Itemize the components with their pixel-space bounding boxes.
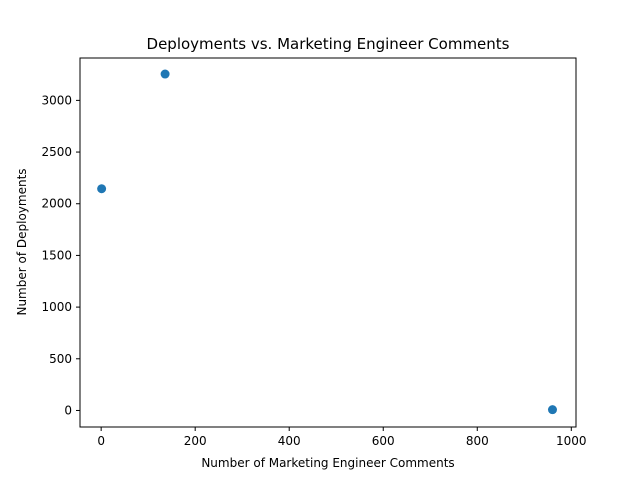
x-axis: 0 200 400 600 800 1000 bbox=[97, 427, 587, 448]
plot-area-frame bbox=[79, 57, 577, 428]
chart-title: Deployments vs. Marketing Engineer Comme… bbox=[147, 35, 510, 53]
data-point bbox=[160, 69, 170, 79]
y-tick-label: 1000 bbox=[41, 300, 72, 314]
data-points bbox=[97, 69, 557, 415]
y-tick-label: 3000 bbox=[41, 93, 72, 107]
x-tick-label: 200 bbox=[184, 434, 207, 448]
x-axis-title: Number of Marketing Engineer Comments bbox=[201, 456, 454, 470]
x-tick-label: 600 bbox=[372, 434, 395, 448]
data-point bbox=[97, 184, 107, 194]
y-tick-label: 1500 bbox=[41, 248, 72, 262]
y-axis-title: Number of Deployments bbox=[15, 168, 29, 315]
x-tick-label: 400 bbox=[278, 434, 301, 448]
y-tick-label: 2000 bbox=[41, 197, 72, 211]
x-tick-label: 1000 bbox=[556, 434, 587, 448]
x-tick-label: 0 bbox=[97, 434, 105, 448]
x-tick-label: 800 bbox=[466, 434, 489, 448]
data-point bbox=[547, 405, 557, 415]
y-tick-label: 0 bbox=[64, 403, 72, 417]
y-tick-label: 500 bbox=[49, 352, 72, 366]
y-axis: 0 500 1000 1500 2000 2500 3000 bbox=[41, 93, 80, 417]
y-tick-label: 2500 bbox=[41, 145, 72, 159]
